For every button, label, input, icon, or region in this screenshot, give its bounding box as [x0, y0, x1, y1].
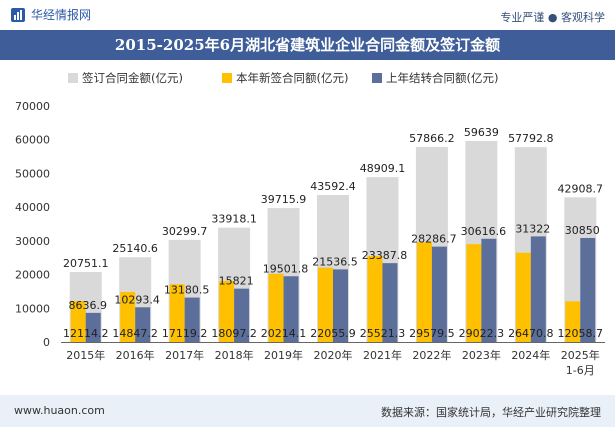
x-tick-label-0: 2015年	[66, 348, 105, 362]
label-total-0: 20751.1	[63, 257, 109, 270]
bar-new-9	[515, 252, 531, 342]
bar-carry-7	[431, 246, 447, 342]
brand: 华经情报网	[10, 6, 91, 23]
label-new-6: 25521.3	[360, 327, 406, 340]
y-tick-label-5: 50000	[15, 167, 50, 180]
bars	[69, 140, 597, 342]
legend-swatch-0	[68, 73, 78, 83]
label-carry-7: 28286.7	[411, 233, 457, 246]
label-total-8: 59639	[464, 126, 499, 139]
label-carry-5: 21536.5	[312, 255, 358, 268]
label-total-2: 30299.7	[162, 225, 208, 238]
bar-carry-2	[184, 297, 200, 342]
label-total-6: 48909.1	[360, 162, 406, 175]
label-total-7: 57866.2	[409, 132, 455, 145]
x-tick-label-10: 2025年 1-6月	[561, 348, 600, 377]
label-total-9: 57792.8	[508, 132, 554, 145]
label-carry-4: 19501.8	[263, 262, 309, 275]
x-tick-label-8: 2023年	[462, 348, 501, 362]
bar-carry-0	[85, 312, 101, 342]
x-tick-label-7: 2022年	[412, 348, 451, 362]
label-new-8: 29022.3	[459, 327, 505, 340]
label-new-5: 22055.9	[310, 327, 356, 340]
legend-swatch-2	[372, 73, 382, 83]
y-axis: 0 10000 20000 30000 40000 50000 60000 70000	[15, 100, 50, 349]
bar-carry-3	[234, 288, 250, 342]
bar-chart: 签订合同金额(亿元) 本年新签合同额(亿元) 上年结转合同额(亿元) 0 10000 2…	[15, 71, 605, 377]
y-tick-label-0: 0	[43, 336, 50, 349]
bar-carry-9	[530, 236, 546, 342]
footer: www.huaon.com 数据来源：国家统计局，华经产业研究院整理	[0, 395, 615, 427]
label-carry-8: 30616.6	[461, 225, 507, 238]
x-tick-label-1: 2016年	[116, 348, 155, 362]
chart-title: 2015-2025年6月湖北省建筑业企业合同金额及签订金额	[114, 36, 501, 54]
label-carry-2: 13180.5	[164, 284, 210, 297]
label-carry-10: 30850	[565, 224, 600, 237]
bar-new-1	[120, 291, 136, 342]
bar-new-4	[268, 273, 284, 342]
y-tick-label-1: 10000	[15, 302, 50, 315]
x-tick-label-2: 2017年	[165, 348, 204, 362]
top-bar: 华经情报网 专业严谨 ● 客观科学	[0, 0, 615, 30]
brand-name: 华经情报网	[31, 8, 92, 22]
label-new-9: 26470.8	[508, 327, 554, 340]
label-new-10: 12058.7	[558, 327, 604, 340]
y-tick-label-6: 60000	[15, 134, 50, 147]
label-total-10: 42908.7	[558, 182, 604, 195]
label-carry-3: 15821	[219, 275, 254, 288]
label-carry-1: 10293.4	[114, 293, 160, 306]
brand-logo-icon	[11, 7, 25, 22]
bar-new-8	[466, 244, 482, 342]
bar-carry-4	[283, 276, 299, 342]
x-tick-label-6: 2021年	[363, 348, 402, 362]
legend: 签订合同金额(亿元) 本年新签合同额(亿元) 上年结转合同额(亿元)	[68, 71, 498, 85]
label-total-4: 39715.9	[261, 193, 307, 206]
x-tick-label-4: 2019年	[264, 348, 303, 362]
x-tick-label-9: 2024年	[511, 348, 550, 362]
slogan: 专业严谨 ● 客观科学	[500, 11, 605, 24]
label-carry-6: 23387.8	[362, 249, 408, 262]
footer-source: 数据来源：国家统计局，华经产业研究院整理	[381, 406, 601, 419]
label-carry-9: 31322	[515, 222, 550, 235]
bar-new-6	[367, 255, 383, 342]
footer-website[interactable]: www.huaon.com	[14, 404, 105, 417]
legend-swatch-1	[222, 73, 232, 83]
label-new-3: 18097.2	[211, 327, 257, 340]
label-carry-0: 8636.9	[68, 299, 107, 312]
x-tick-label-3: 2018年	[215, 348, 254, 362]
bar-new-0	[70, 301, 86, 342]
label-new-7: 29579.5	[409, 327, 455, 340]
y-tick-label-4: 40000	[15, 201, 50, 214]
y-tick-label-2: 20000	[15, 269, 50, 282]
bar-new-7	[416, 242, 432, 342]
label-total-1: 25140.6	[112, 242, 158, 255]
data-labels: 20751.1 8636.9 12114.2 25140.6 10293.4 14847.…	[63, 126, 603, 340]
label-new-4: 20214.1	[261, 327, 307, 340]
bar-carry-5	[333, 269, 348, 342]
label-new-1: 14847.2	[112, 327, 158, 340]
title-bar: 2015-2025年6月湖北省建筑业企业合同金额及签订金额	[0, 30, 615, 60]
label-total-5: 43592.4	[310, 180, 356, 193]
y-tick-label-7: 70000	[15, 100, 50, 113]
bar-carry-1	[135, 307, 151, 342]
bar-new-10	[565, 301, 581, 342]
bar-carry-6	[382, 263, 398, 342]
bar-new-3	[219, 280, 235, 342]
bar-carry-10	[580, 237, 596, 342]
label-new-2: 17119.2	[162, 327, 208, 340]
y-tick-label-3: 30000	[15, 235, 50, 248]
label-new-0: 12114.2	[63, 327, 109, 340]
bar-carry-8	[481, 238, 497, 342]
bar-new-5	[318, 267, 333, 342]
x-axis: 2015年 2016年 2017年 2018年 2019年 2020年 2021年 2022年…	[61, 342, 605, 377]
x-tick-label-5: 2020年	[314, 348, 353, 362]
legend-label-1: 本年新签合同额(亿元)	[236, 71, 348, 85]
legend-label-2: 上年结转合同额(亿元)	[386, 71, 498, 85]
label-total-3: 33918.1	[211, 213, 257, 226]
bar-new-2	[169, 284, 185, 342]
legend-label-0: 签订合同金额(亿元)	[82, 71, 183, 85]
